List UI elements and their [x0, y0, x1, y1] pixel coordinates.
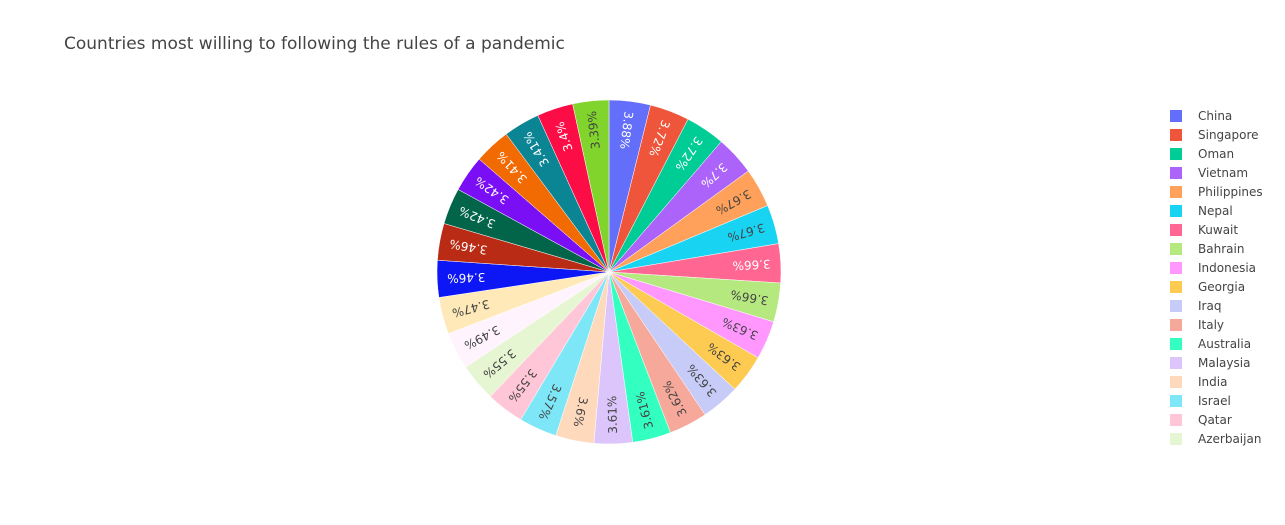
legend-label: Iraq [1198, 298, 1222, 313]
legend-label: Nepal [1198, 203, 1233, 218]
legend-item-bahrain[interactable]: Bahrain [1170, 239, 1263, 258]
legend-item-israel[interactable]: Israel [1170, 391, 1263, 410]
slice-percent-label: 3.66% [729, 287, 769, 308]
legend-swatch [1170, 299, 1182, 312]
legend-label: Georgia [1198, 279, 1246, 294]
legend-label: Bahrain [1198, 241, 1245, 256]
legend-swatch [1170, 166, 1182, 179]
legend-label: Malaysia [1198, 355, 1251, 370]
legend-label: Oman [1198, 146, 1235, 161]
legend-label: Indonesia [1198, 260, 1257, 275]
legend-swatch [1170, 242, 1182, 255]
legend-swatch [1170, 375, 1182, 388]
legend-swatch [1170, 204, 1182, 217]
legend-swatch [1170, 413, 1182, 426]
legend-label: Azerbaijan [1198, 431, 1262, 446]
legend-swatch [1170, 318, 1182, 331]
chart-title: Countries most willing to following the … [64, 34, 565, 54]
legend-label: Qatar [1198, 412, 1232, 427]
legend-item-qatar[interactable]: Qatar [1170, 410, 1263, 429]
legend-item-nepal[interactable]: Nepal [1170, 201, 1263, 220]
legend-label: India [1198, 374, 1228, 389]
legend-label: Philippines [1198, 184, 1263, 199]
slice-percent-label: 3.66% [732, 257, 771, 273]
legend-item-vietnam[interactable]: Vietnam [1170, 163, 1263, 182]
legend-item-indonesia[interactable]: Indonesia [1170, 258, 1263, 277]
legend-label: Italy [1198, 317, 1225, 332]
legend-swatch [1170, 280, 1182, 293]
legend-swatch [1170, 223, 1182, 236]
legend: China Singapore Oman Vietnam Philippines Nepa… [1170, 106, 1263, 448]
slice-percent-label: 3.61% [605, 395, 620, 433]
legend-swatch [1170, 337, 1182, 350]
legend-swatch [1170, 128, 1182, 141]
legend-item-italy[interactable]: Italy [1170, 315, 1263, 334]
legend-label: Kuwait [1198, 222, 1239, 237]
legend-label: Israel [1198, 393, 1231, 408]
legend-swatch [1170, 261, 1182, 274]
legend-swatch [1170, 394, 1182, 407]
legend-item-australia[interactable]: Australia [1170, 334, 1263, 353]
slice-percent-label: 3.46% [447, 270, 486, 286]
legend-swatch [1170, 185, 1182, 198]
legend-item-philippines[interactable]: Philippines [1170, 182, 1263, 201]
legend-item-singapore[interactable]: Singapore [1170, 125, 1263, 144]
legend-item-india[interactable]: India [1170, 372, 1263, 391]
legend-item-china[interactable]: China [1170, 106, 1263, 125]
slice-percent-label: 3.6% [571, 396, 591, 429]
legend-item-georgia[interactable]: Georgia [1170, 277, 1263, 296]
slice-percent-label: 3.88% [617, 111, 636, 151]
legend-swatch [1170, 356, 1182, 369]
slice-percent-label: 3.46% [448, 237, 488, 258]
legend-item-kuwait[interactable]: Kuwait [1170, 220, 1263, 239]
slice-percent-label: 3.39% [585, 110, 603, 149]
legend-label: China [1198, 108, 1233, 123]
legend-label: Australia [1198, 336, 1252, 351]
legend-label: Vietnam [1198, 165, 1249, 180]
legend-swatch [1170, 109, 1182, 122]
legend-swatch [1170, 432, 1182, 445]
legend-item-malaysia[interactable]: Malaysia [1170, 353, 1263, 372]
pie-slice-unlabeled-28[interactable] [572, 99, 610, 273]
legend-item-iraq[interactable]: Iraq [1170, 296, 1263, 315]
legend-item-azerbaijan[interactable]: Azerbaijan [1170, 429, 1263, 448]
legend-item-oman[interactable]: Oman [1170, 144, 1263, 163]
legend-label: Singapore [1198, 127, 1259, 142]
legend-swatch [1170, 147, 1182, 160]
